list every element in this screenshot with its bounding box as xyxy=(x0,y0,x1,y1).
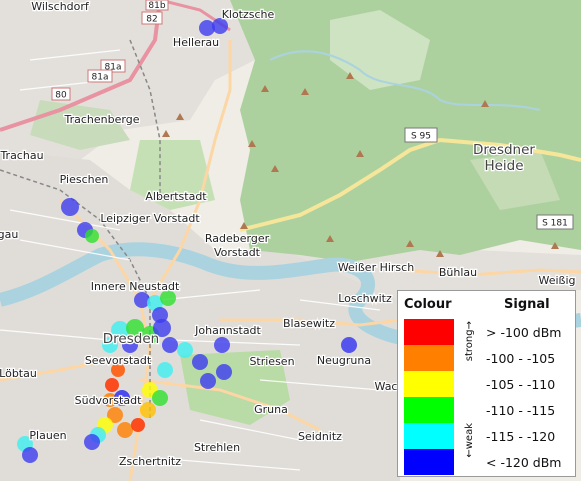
signal-dot xyxy=(102,337,118,353)
road-shield-s95: S 95 xyxy=(404,127,438,143)
signal-dot xyxy=(111,363,125,377)
place-label: Strehlen xyxy=(194,441,240,454)
place-label: Trachau xyxy=(0,149,44,162)
place-label: Trachenberge xyxy=(64,113,140,126)
signal-dot xyxy=(117,422,133,438)
signal-dot xyxy=(214,337,230,353)
svg-text:S 95: S 95 xyxy=(411,132,431,142)
signal-dots xyxy=(17,18,357,463)
signal-dot xyxy=(152,390,168,406)
road-shield-81b: 81b xyxy=(145,0,169,11)
place-label: Leipziger Vorstadt xyxy=(100,212,200,225)
signal-dot xyxy=(105,378,119,392)
signal-legend: Colour Signal strong→ ←weak > -100 dBm -… xyxy=(397,290,576,477)
place-label-forest: Dresdner xyxy=(473,142,535,158)
place-label: Wac xyxy=(375,380,398,393)
place-label: Johannstadt xyxy=(194,324,261,337)
signal-dot xyxy=(147,295,163,311)
signal-dot xyxy=(22,447,38,463)
road-shield-80: 80 xyxy=(51,87,71,101)
road-shield-81a-second: 81a xyxy=(87,69,113,83)
signal-dot xyxy=(153,319,171,337)
legend-swatch-green xyxy=(404,397,454,423)
place-label: Weißer Hirsch xyxy=(338,261,414,274)
place-label: Vorstadt xyxy=(214,246,261,259)
legend-range: < -120 dBm xyxy=(486,455,562,470)
place-label: Gruna xyxy=(254,403,288,416)
place-label: Zschertnitz xyxy=(119,455,181,468)
signal-dot xyxy=(157,362,173,378)
place-label-city: Dresden xyxy=(103,331,159,347)
legend-swatch-blue xyxy=(404,449,454,475)
place-label: Weißig xyxy=(538,274,575,287)
legend-range: -100 - -105 xyxy=(486,351,556,366)
svg-text:81b: 81b xyxy=(148,1,165,11)
legend-range: -110 - -115 xyxy=(486,403,556,418)
place-label: Seevorstadt xyxy=(85,354,152,367)
legend-swatch-orange xyxy=(404,345,454,371)
place-label: Loschwitz xyxy=(338,292,392,305)
place-label: Bühlau xyxy=(439,266,477,279)
signal-dot xyxy=(341,337,357,353)
place-label: Pieschen xyxy=(60,173,109,186)
place-label: Südvorstadt xyxy=(75,394,142,407)
signal-dot xyxy=(162,337,178,353)
legend-weak-label: ←weak xyxy=(464,423,475,458)
place-label: Seidnitz xyxy=(298,430,342,443)
signal-dot xyxy=(140,402,156,418)
svg-text:82: 82 xyxy=(146,15,157,25)
signal-dot xyxy=(111,321,129,339)
signal-dot xyxy=(61,198,79,216)
signal-dot xyxy=(177,342,193,358)
signal-dot xyxy=(134,292,150,308)
signal-dot xyxy=(103,393,117,407)
place-label-forest: Heide xyxy=(484,158,523,174)
signal-dot xyxy=(107,407,123,423)
road-shield-82: 82 xyxy=(141,11,163,25)
signal-dot xyxy=(192,354,208,370)
place-label: Albertstadt xyxy=(145,190,207,203)
legend-signal-header: Signal xyxy=(504,297,550,312)
signal-dot xyxy=(160,290,176,306)
signal-dot xyxy=(152,307,168,323)
legend-range: -105 - -110 xyxy=(486,377,556,392)
legend-range: -115 - -120 xyxy=(486,429,556,444)
road-shield-81a: 81a xyxy=(100,59,126,73)
svg-text:S 181: S 181 xyxy=(542,219,568,229)
legend-swatch-red xyxy=(404,319,454,345)
place-label: Plauen xyxy=(29,429,66,442)
signal-dot xyxy=(212,18,228,34)
legend-strong-label: strong→ xyxy=(464,321,475,362)
legend-swatch-yellow xyxy=(404,371,454,397)
signal-dot xyxy=(122,337,138,353)
svg-text:80: 80 xyxy=(55,91,67,101)
place-label: Striesen xyxy=(249,355,294,368)
place-label: gau xyxy=(0,228,18,241)
place-label: Neugruna xyxy=(317,354,371,367)
signal-dot xyxy=(216,364,232,380)
signal-dot xyxy=(85,229,99,243)
signal-dot xyxy=(199,20,215,36)
place-labels: Wilschdorf Klotzsche Hellerau Trachenber… xyxy=(0,0,577,469)
place-label: Klotzsche xyxy=(222,8,275,21)
signal-dot xyxy=(126,319,144,337)
place-label: Wilschdorf xyxy=(31,0,90,13)
road-shield-s181: S 181 xyxy=(536,214,574,230)
legend-range: > -100 dBm xyxy=(486,325,562,340)
signal-dot xyxy=(131,418,145,432)
legend-swatch-cyan xyxy=(404,423,454,449)
signal-dot xyxy=(114,390,130,406)
legend-colour-header: Colour xyxy=(404,297,452,312)
place-label: Radeberger xyxy=(205,232,270,245)
place-label: Blasewitz xyxy=(283,317,335,330)
place-label: Hellerau xyxy=(173,36,219,49)
svg-text:81a: 81a xyxy=(92,73,109,83)
signal-dot xyxy=(84,434,100,450)
signal-dot xyxy=(200,373,216,389)
place-label: Löbtau xyxy=(0,367,37,380)
place-label: Innere Neustadt xyxy=(91,280,180,293)
svg-text:81a: 81a xyxy=(105,63,122,73)
